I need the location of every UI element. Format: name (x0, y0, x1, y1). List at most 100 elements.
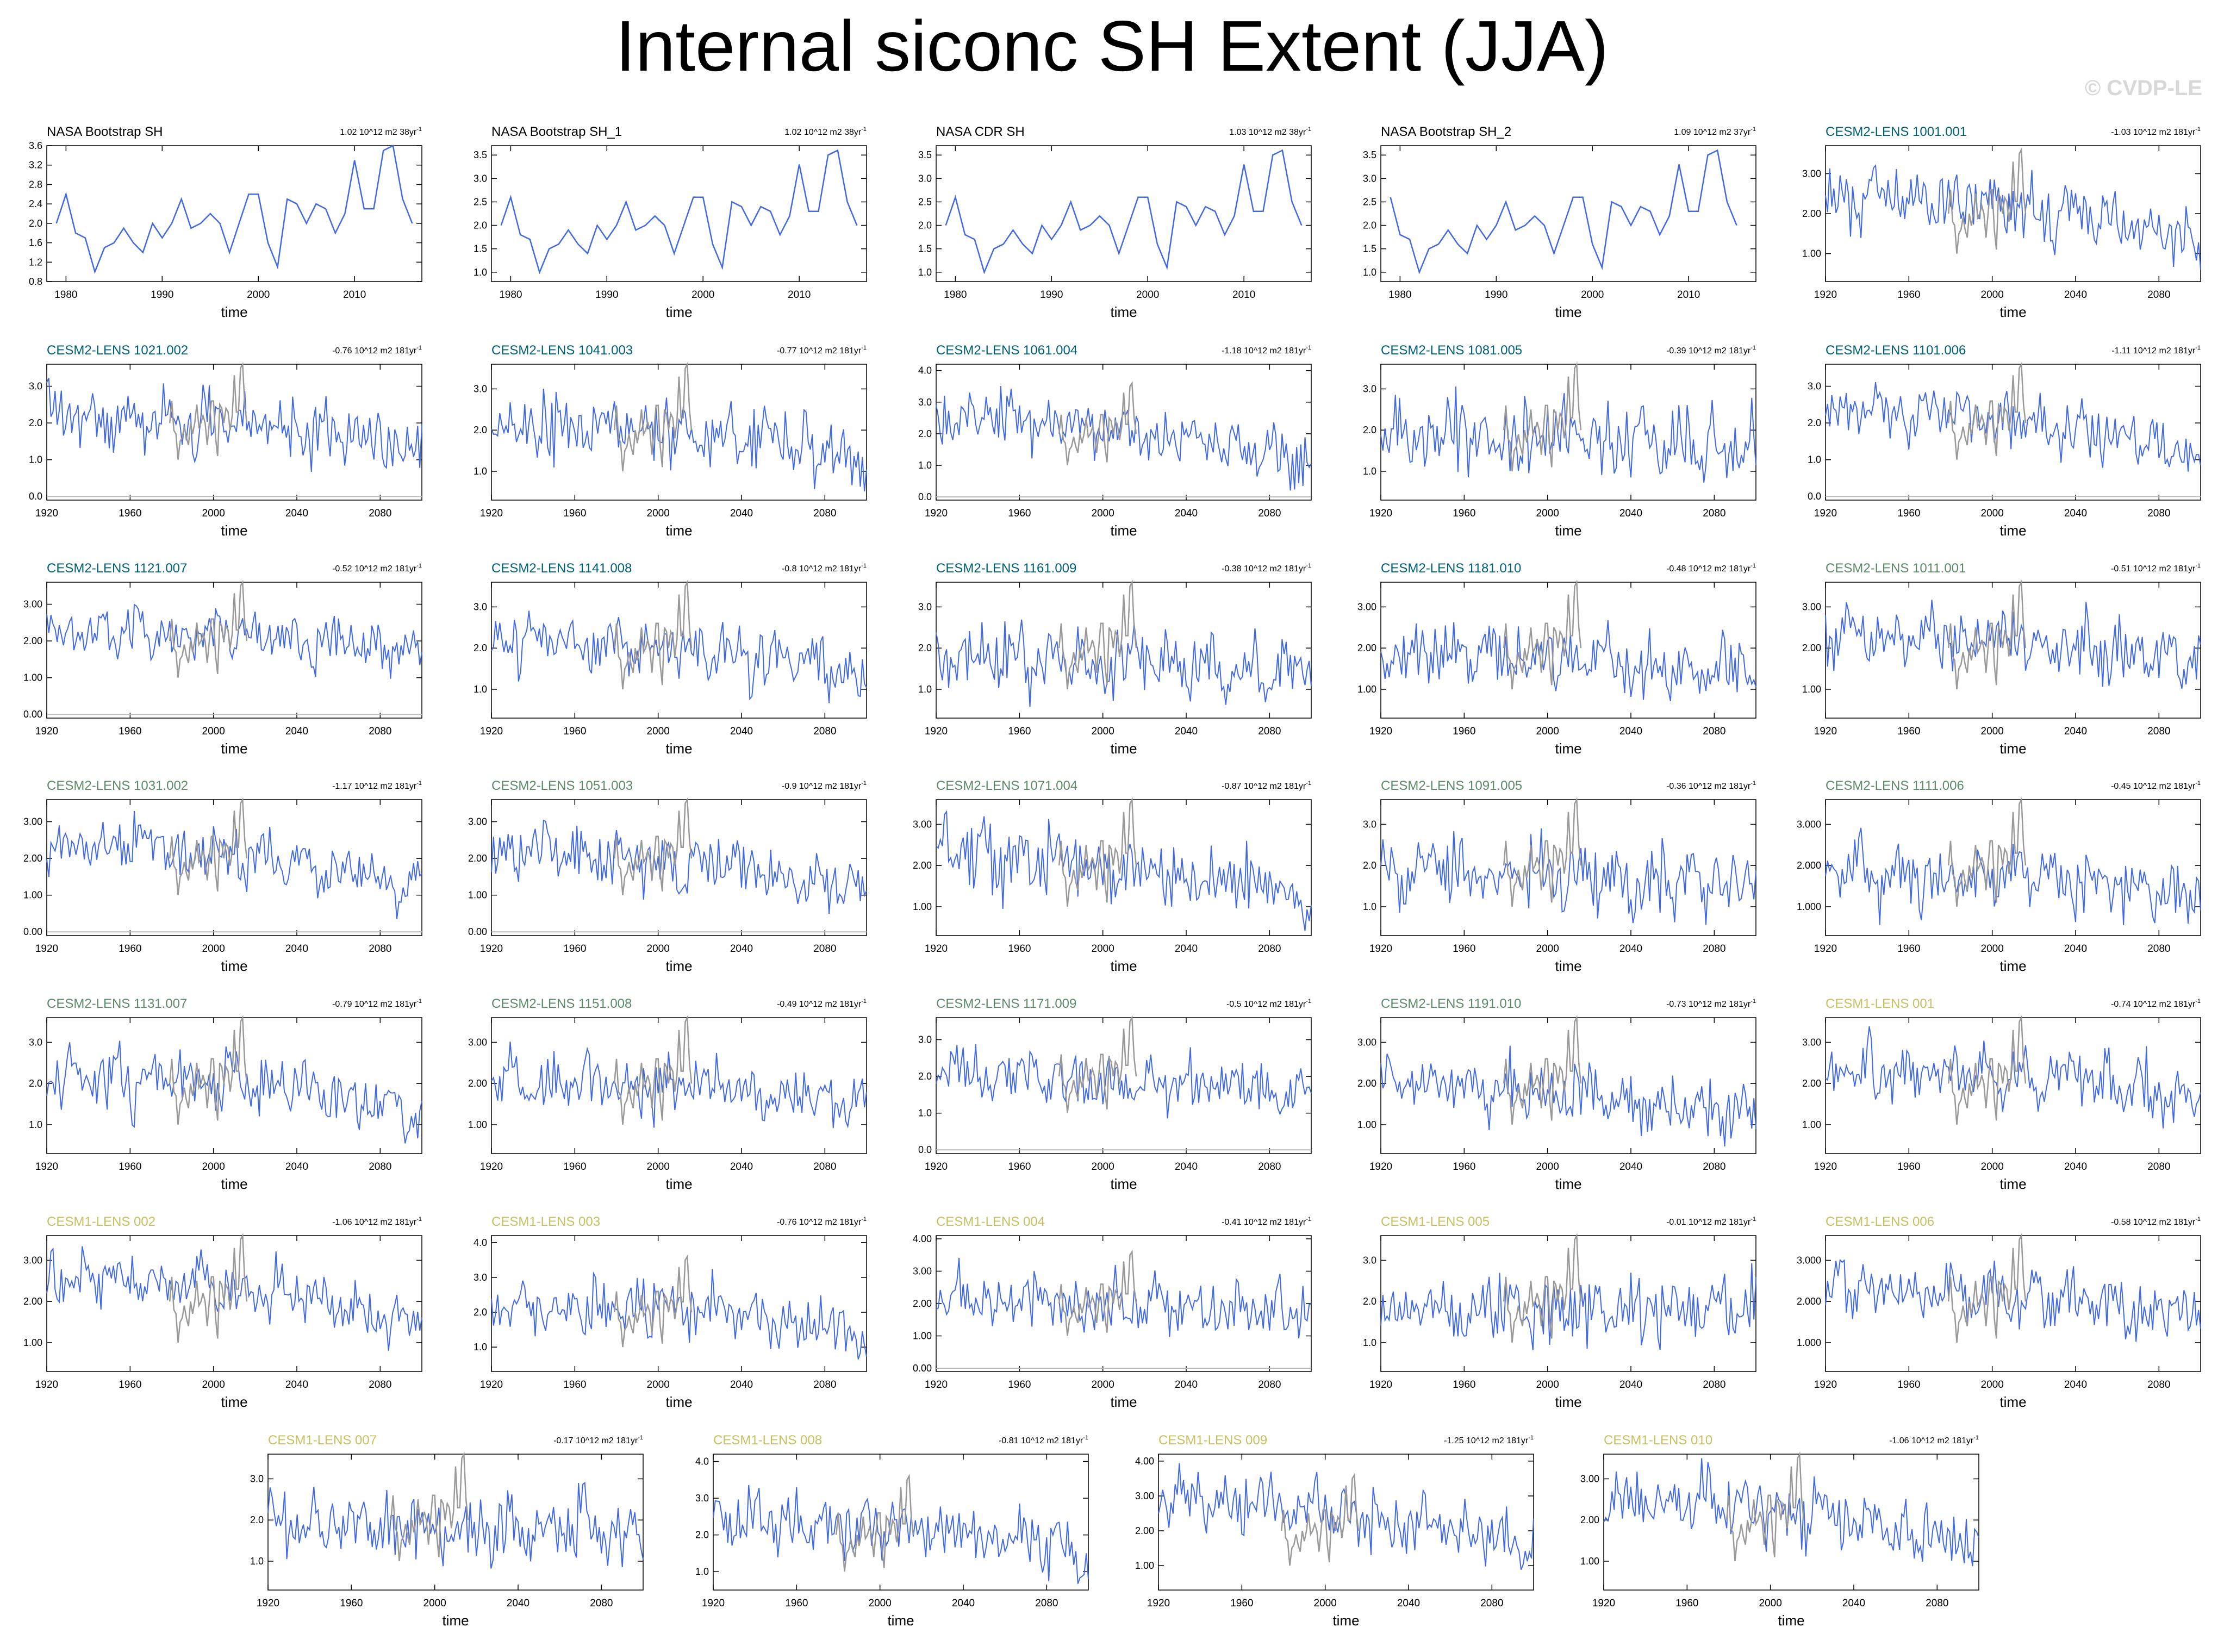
y-tick-label: 1.5 (474, 244, 487, 254)
x-tick-label: 1920 (1814, 1161, 1837, 1173)
y-tick-label: 2.00 (23, 853, 42, 864)
y-tick-label: 3.00 (23, 816, 42, 827)
panel-title: CESM1-LENS 006 (1826, 1214, 1934, 1229)
panel-trend: -0.49 10^12 m2 181yr-1 (777, 998, 867, 1009)
obs-overlay-line (1947, 579, 2027, 690)
x-axis-label: time (1555, 1394, 1581, 1410)
x-axis-label: time (887, 1612, 914, 1629)
y-tick-label: 2.0 (250, 1514, 264, 1525)
y-tick-label: 3.00 (1357, 1037, 1376, 1048)
x-tick-label: 2080 (1035, 1598, 1058, 1609)
y-tick-label: 3.0 (918, 601, 932, 612)
x-axis-label: time (1110, 958, 1137, 974)
panel-trend: -0.79 10^12 m2 181yr-1 (332, 998, 422, 1009)
y-tick-label: 2.00 (1357, 1078, 1376, 1089)
x-tick-label: 1920 (1369, 726, 1392, 737)
x-tick-label: 1960 (1008, 1379, 1031, 1391)
x-tick-label: 2040 (730, 1379, 753, 1391)
panel-frame (1825, 1017, 2201, 1154)
model-series-line (936, 385, 1312, 491)
x-tick-label: 2000 (202, 726, 225, 737)
panel-trend: -0.81 10^12 m2 181yr-1 (999, 1435, 1088, 1445)
obs-overlay-line (1058, 381, 1137, 466)
panel-trend: -0.38 10^12 m2 181yr-1 (1222, 563, 1311, 573)
y-tick-label: 3.00 (1580, 1473, 1599, 1484)
y-tick-label: 1.00 (468, 890, 487, 901)
obs-overlay-line (1503, 579, 1582, 690)
x-tick-label: 2080 (2147, 508, 2170, 519)
y-tick-label: 2.0 (474, 643, 487, 653)
y-tick-label: 3.0 (1363, 383, 1376, 394)
x-tick-label: 2010 (343, 289, 366, 301)
x-tick-label: 1920 (925, 1379, 948, 1391)
x-axis-label: time (1999, 304, 2026, 320)
x-tick-label: 2000 (202, 943, 225, 955)
panel-title: CESM2-LENS 1141.008 (491, 561, 632, 576)
y-tick-label: 0.0 (918, 1144, 932, 1155)
y-tick-label: 1.00 (1802, 684, 1821, 695)
obs-overlay-line (1947, 361, 2027, 460)
panel-frame (46, 1235, 422, 1372)
x-tick-label: 2000 (202, 508, 225, 519)
y-tick-label: 1.00 (23, 890, 42, 901)
y-tick-label: 2.0 (918, 428, 932, 439)
obs-overlay-line (1058, 1015, 1137, 1113)
panel-trend: -1.11 10^12 m2 181yr-1 (2111, 345, 2201, 356)
trend-exponent: -1 (2195, 563, 2201, 569)
page-title: Internal siconc SH Extent (JJA) (615, 6, 1609, 86)
x-tick-label: 2040 (1175, 1379, 1198, 1391)
x-axis-label: time (1999, 958, 2026, 974)
x-tick-label: 2080 (369, 1379, 391, 1391)
x-axis-label: time (1555, 740, 1581, 757)
x-tick-label: 1960 (1008, 508, 1031, 519)
y-tick-label: 2.0 (918, 1071, 932, 1082)
x-tick-label: 2000 (1981, 1379, 2004, 1391)
x-tick-label: 2040 (730, 508, 753, 519)
panel-trend: -0.39 10^12 m2 181yr-1 (1666, 345, 1756, 356)
x-tick-label: 1920 (480, 1379, 503, 1391)
x-axis-label: time (1110, 1394, 1137, 1410)
panel-frame (936, 1235, 1312, 1372)
panel-frame (1380, 364, 1756, 501)
panel-title: CESM2-LENS 1111.006 (1826, 778, 1964, 793)
model-series-line (267, 1481, 644, 1569)
y-tick-label: 1.00 (913, 1331, 932, 1342)
model-series-line (936, 1044, 1312, 1119)
y-tick-label: 2.00 (468, 1078, 487, 1089)
trend-exponent: -1 (861, 780, 867, 787)
model-series-line (46, 603, 422, 679)
y-tick-label: 2.0 (29, 218, 42, 229)
y-tick-label: 1.00 (23, 1337, 42, 1348)
panel-frame (267, 1454, 644, 1591)
panel-trend: -1.06 10^12 m2 181yr-1 (1889, 1435, 1979, 1445)
x-tick-label: 2000 (1981, 289, 2004, 301)
y-tick-label: 3.0 (1363, 819, 1376, 830)
y-tick-label: 3.00 (913, 819, 932, 830)
panel-frame (46, 1017, 422, 1154)
trend-exponent: -1 (1750, 126, 1756, 133)
panel-trend: -0.51 10^12 m2 181yr-1 (2111, 563, 2201, 573)
x-tick-label: 1920 (35, 726, 58, 737)
x-tick-label: 1920 (1369, 1379, 1392, 1391)
obs-overlay-line (1947, 147, 2027, 254)
panel-title: CESM2-LENS 1001.001 (1826, 124, 1967, 139)
panel-title: CESM2-LENS 1021.002 (47, 343, 188, 358)
panel-frame (46, 799, 422, 936)
x-tick-label: 1920 (1814, 726, 1837, 737)
panel-trend: -0.87 10^12 m2 181yr-1 (1222, 780, 1311, 791)
panel-trend: -1.03 10^12 m2 181yr-1 (2111, 126, 2201, 137)
x-tick-label: 2000 (202, 1161, 225, 1173)
x-tick-label: 2000 (1981, 943, 2004, 955)
panel-frame (491, 1235, 867, 1372)
x-tick-label: 1960 (1897, 1161, 1920, 1173)
y-tick-label: 2.00 (1802, 208, 1821, 219)
x-tick-label: 1960 (1453, 726, 1475, 737)
y-tick-label: 0.0 (918, 491, 932, 502)
x-axis-label: time (665, 1394, 692, 1410)
x-tick-label: 2040 (285, 1379, 308, 1391)
trend-exponent: -1 (1750, 1216, 1756, 1223)
x-tick-label: 1960 (1897, 1379, 1920, 1391)
trend-exponent: -1 (416, 1216, 422, 1223)
x-axis-label: time (1110, 304, 1137, 320)
y-tick-label: 3.0 (918, 173, 932, 184)
